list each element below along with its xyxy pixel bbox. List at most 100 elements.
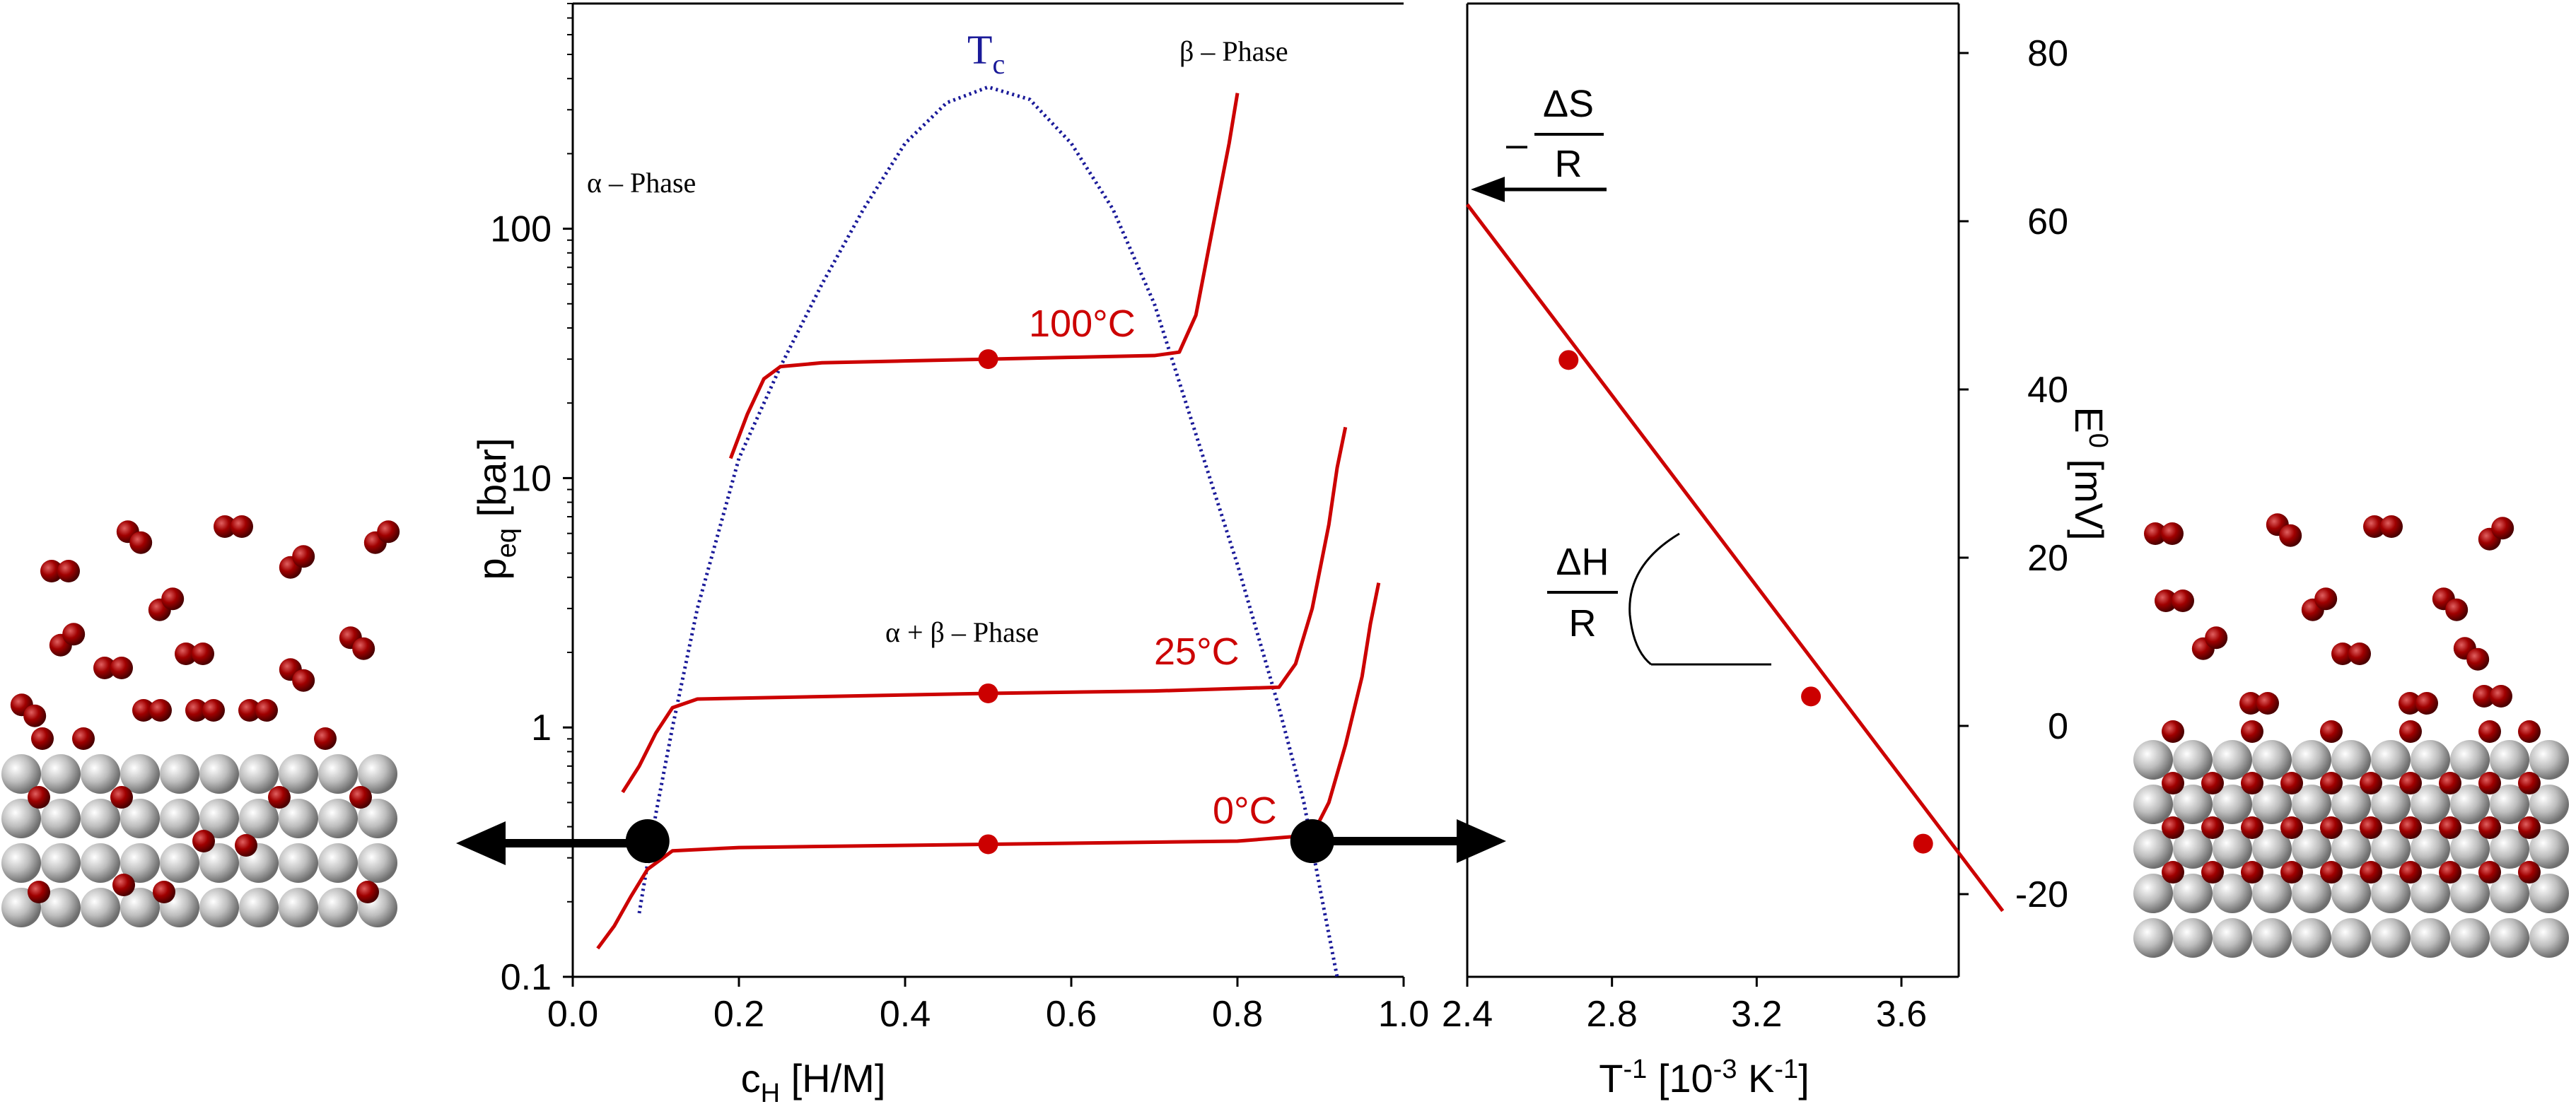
hydrogen-atom [255, 699, 278, 722]
hydrogen-atom [2473, 685, 2495, 708]
left-arrow-head [456, 821, 506, 865]
host-atom [2173, 785, 2213, 824]
host-atom [239, 799, 279, 838]
host-atom [199, 843, 239, 883]
host-atom [2371, 785, 2411, 824]
beta-phase-label: β – Phase [1179, 35, 1288, 67]
hydrogen-atom [2280, 772, 2303, 794]
hydrogen-atom [28, 786, 50, 809]
left-x-tick-label: 1.0 [1378, 994, 1429, 1035]
right-y-tick-label: -20 [2015, 874, 2068, 915]
hydrogen-atom [2518, 816, 2541, 839]
hydrogen-atom [2201, 861, 2224, 884]
host-atom [2331, 829, 2371, 869]
host-atom [41, 799, 81, 838]
critical-temperature-curve [637, 85, 1339, 978]
host-atom [2490, 918, 2529, 958]
hydrogen-atom [202, 699, 225, 722]
host-atom [120, 799, 160, 838]
left-axes-frame [571, 2, 1404, 978]
vant-hoff-fit-line [1466, 203, 2005, 913]
entropy-denominator: R [1555, 143, 1583, 185]
host-atom [160, 843, 199, 883]
hydrogen-atom [2439, 772, 2461, 794]
host-atom [2292, 918, 2331, 958]
hydrogen-atom [2201, 816, 2224, 839]
host-atom [2173, 874, 2213, 913]
hydrogen-atom [2360, 816, 2382, 839]
hydrogen-atom [2399, 692, 2421, 715]
hydrogen-atom [2320, 772, 2343, 794]
isotherm-midpoint-marker [978, 349, 998, 370]
right-y-tick-label: 40 [2027, 370, 2068, 411]
host-atom [2252, 874, 2292, 913]
hydrogen-atom [57, 560, 80, 582]
host-atom [2173, 740, 2213, 780]
host-atom [2411, 918, 2450, 958]
host-atom [160, 799, 199, 838]
host-atom [2331, 918, 2371, 958]
host-atom [199, 799, 239, 838]
right-x-tick-label: 3.2 [1731, 994, 1782, 1035]
right-arrow-head [1457, 819, 1506, 863]
hydrogen-atom [2360, 861, 2382, 884]
left-y-tick-label: 1 [531, 708, 552, 749]
hydrogen-atom [2239, 692, 2262, 715]
host-atom [358, 799, 397, 838]
host-atom [239, 754, 279, 794]
host-atom [318, 843, 358, 883]
host-atom [41, 754, 81, 794]
hydrogen-atom [132, 699, 155, 722]
pct-isotherm-chart: 0.0 0.2 0.4 0.6 0.8 1.0 0.1 1 10 100 cH [H/M] peq… [470, 2, 1429, 1108]
host-atom [2371, 829, 2411, 869]
hydrogen-atom [129, 531, 153, 554]
right-x-axis-label: T-1 [10-3 K-1] [1599, 1055, 1809, 1101]
alpha-phase-label: α – Phase [587, 167, 696, 199]
host-atom [2252, 785, 2292, 824]
host-atom [279, 754, 318, 794]
entropy-arrow-head [1471, 177, 1505, 202]
hydrogen-atom [2466, 647, 2490, 671]
hydrogen-atom [377, 520, 400, 544]
hydrogen-atom [2445, 598, 2469, 621]
hydrogen-atom [192, 830, 215, 852]
host-atom [279, 888, 318, 927]
hydrogen-atom [292, 669, 315, 692]
host-atom [41, 888, 81, 927]
host-atom [2331, 740, 2371, 780]
hydrogen-atom [2205, 626, 2228, 650]
beta-boundary-dot [1290, 819, 1334, 864]
host-atom [120, 843, 160, 883]
left-y-tick-label: 0.1 [501, 957, 552, 998]
host-atom [279, 843, 318, 883]
hydrogen-atom [235, 834, 257, 857]
hydrogen-atom [31, 727, 54, 750]
host-atom [2411, 874, 2450, 913]
hydrogen-atom [2279, 524, 2302, 547]
hydrogen-atom [175, 642, 197, 665]
isotherm-midpoint-marker [978, 834, 998, 855]
hydrogen-atom [2320, 861, 2343, 884]
right-y-tick-label: 20 [2027, 538, 2068, 579]
host-atom [1, 843, 41, 883]
host-atom [2411, 740, 2450, 780]
host-atom [2133, 785, 2173, 824]
host-atom [1, 799, 41, 838]
hydrogen-atom [214, 515, 236, 538]
hydrogen-atom [2172, 589, 2194, 612]
hydrogen-atom [2280, 816, 2303, 839]
hydrogen-atom [2256, 692, 2279, 715]
hydrogen-atom [268, 786, 291, 809]
isotherm-line-1 [621, 426, 1348, 794]
hydrogen-atom [153, 881, 175, 903]
left-y-tick-label: 10 [511, 458, 552, 499]
vant-hoff-data [1466, 203, 2005, 913]
hydrogen-atom [314, 727, 337, 750]
hydrogen-atom [2478, 816, 2501, 839]
host-atom [2173, 829, 2213, 869]
right-y-tick-label: 0 [2048, 706, 2068, 747]
host-atom [2213, 918, 2252, 958]
left-y-axis-label: peq [bar] [470, 438, 522, 580]
hydrogen-atom [2491, 517, 2514, 540]
